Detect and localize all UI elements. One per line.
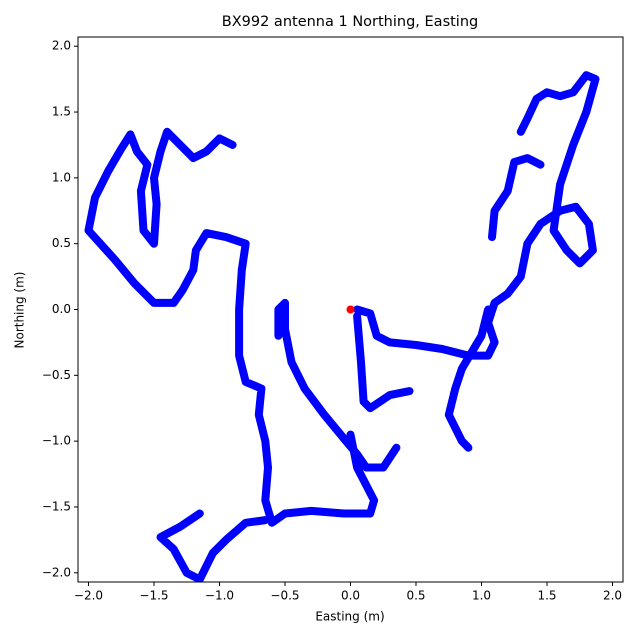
point: [346, 305, 355, 314]
x-tick-label: 1.0: [472, 589, 491, 603]
x-axis-label: Easting (m): [315, 610, 384, 624]
x-tick-label: −1.5: [139, 589, 168, 603]
x-tick-label: −1.0: [205, 589, 234, 603]
trajectory: [84, 71, 600, 582]
plot-frame: [77, 36, 624, 583]
y-tick-label: 1.0: [52, 170, 71, 184]
y-tick-label: −1.0: [42, 434, 71, 448]
y-tick-label: 0.5: [52, 236, 71, 250]
x-tick-label: 1.5: [537, 589, 556, 603]
x-tick-label: 0.5: [406, 589, 425, 603]
y-tick-label: 2.0: [52, 39, 71, 53]
x-tick-label: −0.5: [270, 589, 299, 603]
x-tick-label: 0.0: [341, 589, 360, 603]
y-tick-label: −2.0: [42, 565, 71, 579]
x-tick-label: −2.0: [74, 589, 103, 603]
y-tick-label: 1.5: [52, 105, 71, 119]
y-tick-label: −1.5: [42, 499, 71, 513]
y-axis-label: Northing (m): [13, 272, 27, 349]
y-tick-label: −0.5: [42, 368, 71, 382]
chart-title: BX992 antenna 1 Northing, Easting: [222, 14, 478, 30]
x-tick-label: 2.0: [603, 589, 622, 603]
y-tick-label: 0.0: [52, 302, 71, 316]
